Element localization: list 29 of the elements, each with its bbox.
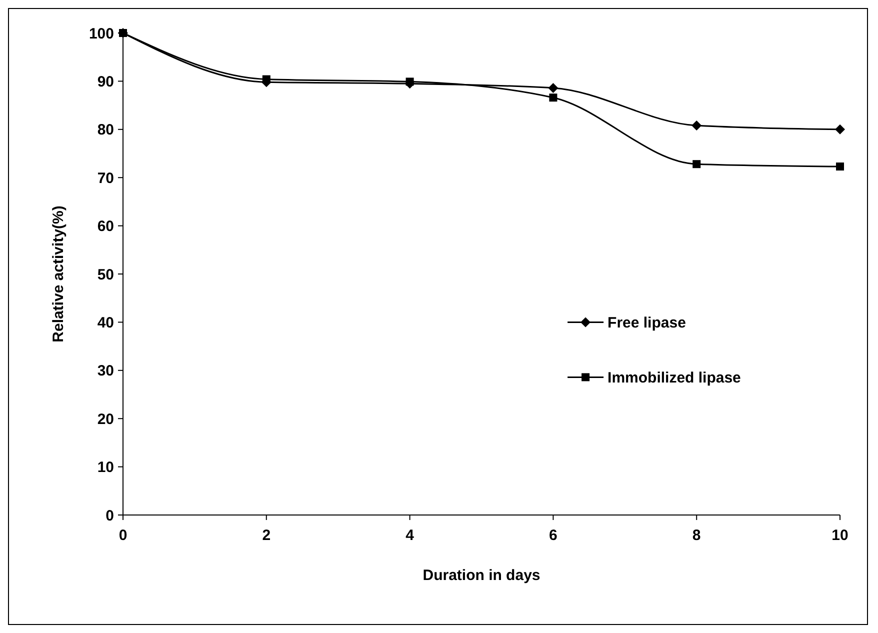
point [549, 94, 558, 102]
y-tick-label: 60 [97, 218, 114, 236]
y-axis-title: Relative activity(%) [50, 206, 67, 342]
y-tick-label: 40 [97, 314, 114, 332]
legend-label: Immobilized lipase [608, 369, 741, 386]
x-tick-label: 4 [406, 527, 415, 544]
x-tick-label: 8 [692, 527, 701, 544]
y-tick-label: 10 [97, 459, 114, 476]
y-tick-label: 100 [88, 25, 114, 42]
point [692, 160, 701, 168]
point [548, 82, 558, 93]
point [406, 78, 414, 86]
x-tick-label: 2 [262, 527, 271, 544]
x-tick-label: 10 [832, 527, 848, 544]
y-tick-label: 70 [97, 170, 114, 187]
legend-label: Free lipase [608, 314, 686, 332]
y-tick-label: 0 [106, 507, 114, 524]
x-axis-title: Duration in days [422, 567, 540, 584]
point [835, 124, 845, 134]
y-tick-label: 20 [97, 410, 114, 428]
y-tick-label: 30 [97, 362, 114, 380]
x-tick-label: 6 [549, 527, 558, 544]
y-tick-label: 50 [97, 266, 114, 284]
y-tick-label: 80 [97, 122, 114, 139]
point [262, 75, 270, 84]
x-tick-label: 0 [118, 527, 128, 544]
y-tick-label: 90 [97, 73, 114, 90]
point [836, 162, 844, 171]
point [692, 120, 702, 131]
